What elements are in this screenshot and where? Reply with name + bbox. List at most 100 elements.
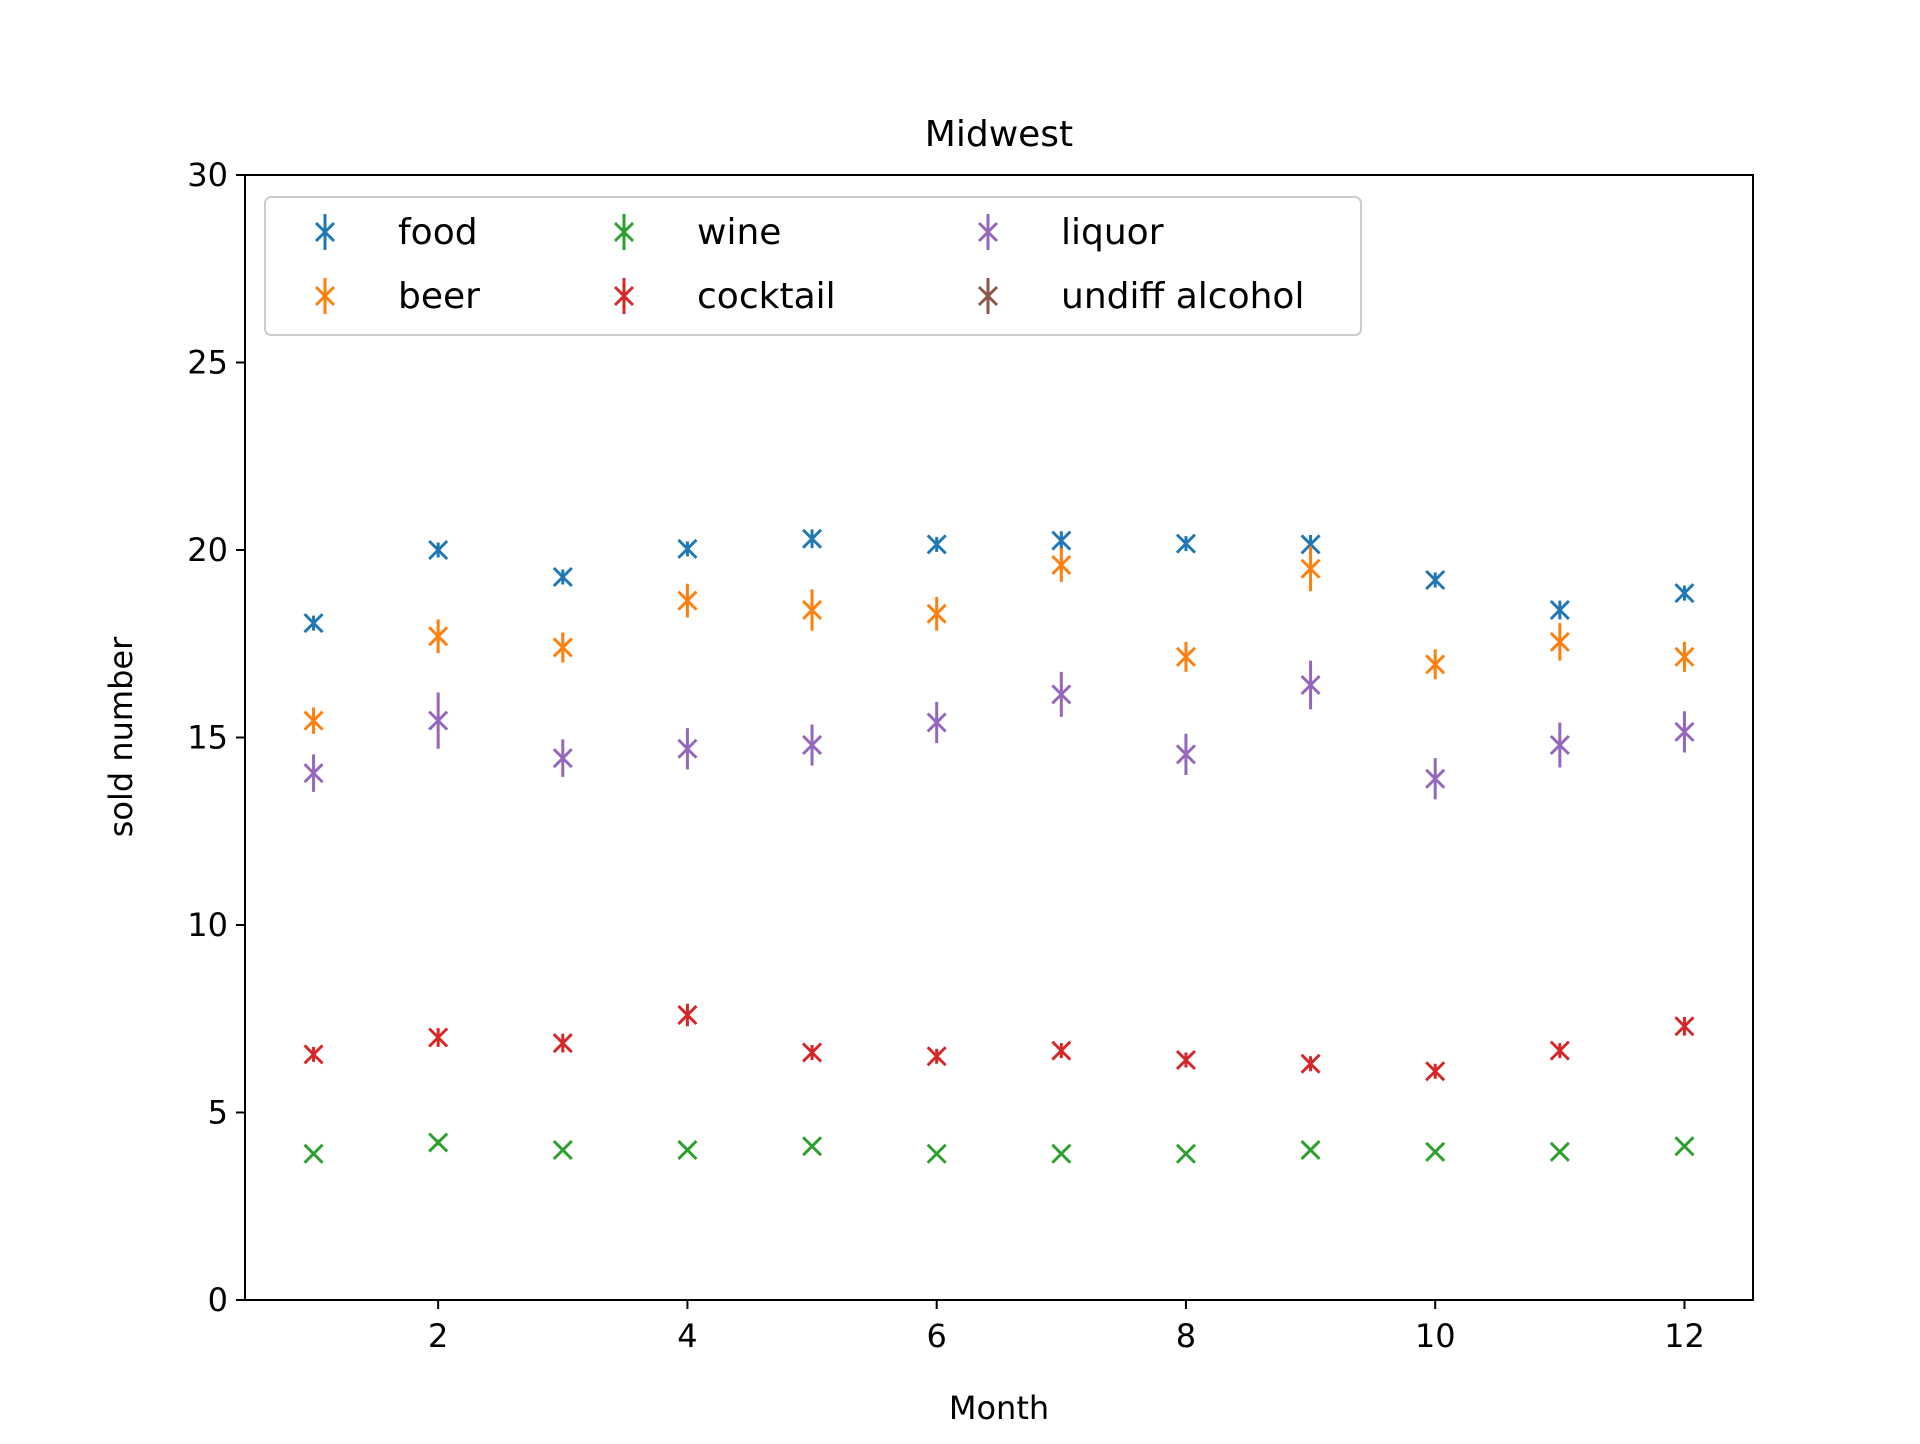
data-point-cocktail xyxy=(552,1033,573,1054)
y-tick-label: 30 xyxy=(187,156,228,194)
x-marker xyxy=(1549,1141,1570,1162)
x-marker xyxy=(552,1033,573,1054)
x-marker xyxy=(303,763,324,784)
x-axis-label: Month xyxy=(949,1389,1049,1427)
data-point-cocktail xyxy=(1549,1040,1570,1061)
x-marker xyxy=(428,1027,449,1048)
x-marker xyxy=(1425,1141,1446,1162)
x-marker xyxy=(314,221,336,243)
y-axis-label: sold number xyxy=(102,636,140,837)
x-marker xyxy=(1175,1143,1197,1164)
data-point-wine xyxy=(1051,1143,1072,1164)
data-point-cocktail xyxy=(303,1044,324,1065)
plot-area-frame xyxy=(244,174,1754,1301)
x-marker xyxy=(1300,1139,1321,1161)
data-point-cocktail xyxy=(1051,1040,1072,1061)
data-point-beer xyxy=(303,707,324,734)
x-tick-label: 10 xyxy=(1415,1317,1456,1355)
x-marker xyxy=(677,1139,698,1161)
x-marker xyxy=(1549,631,1570,652)
x-marker xyxy=(926,534,947,555)
data-point-cocktail xyxy=(1674,1016,1695,1037)
data-point-beer xyxy=(1425,649,1446,680)
data-point-beer xyxy=(1300,546,1321,592)
legend-swatch-food xyxy=(314,214,336,250)
data-point-wine xyxy=(1300,1139,1321,1161)
data-point-wine xyxy=(1549,1141,1570,1162)
data-point-beer xyxy=(1175,641,1197,672)
data-point-liquor xyxy=(677,728,698,770)
y-tick-label: 25 xyxy=(187,344,228,382)
data-point-wine xyxy=(801,1136,823,1157)
data-point-wine xyxy=(677,1139,698,1161)
x-marker xyxy=(801,1136,823,1157)
x-marker xyxy=(926,712,947,733)
x-tick-label: 8 xyxy=(1176,1317,1196,1355)
x-marker xyxy=(977,285,999,307)
x-marker xyxy=(677,590,698,611)
legend-box xyxy=(264,196,1362,336)
x-marker xyxy=(552,566,573,588)
data-point-liquor xyxy=(1300,660,1321,710)
x-tick-label: 2 xyxy=(428,1317,448,1355)
data-point-food xyxy=(1425,569,1446,591)
data-point-liquor xyxy=(1549,722,1570,768)
data-point-food xyxy=(926,534,947,555)
x-tick-label: 12 xyxy=(1664,1317,1705,1355)
data-point-cocktail xyxy=(801,1042,823,1063)
x-marker xyxy=(303,1044,324,1065)
x-marker xyxy=(1674,646,1695,667)
data-point-cocktail xyxy=(1175,1049,1197,1071)
data-point-food xyxy=(1051,530,1072,551)
x-marker xyxy=(1549,599,1570,621)
x-marker xyxy=(303,613,324,634)
series-wine xyxy=(303,1132,1695,1164)
x-marker xyxy=(314,285,336,307)
x-marker xyxy=(1175,533,1197,554)
x-marker xyxy=(1175,646,1197,667)
x-marker xyxy=(1549,734,1570,756)
x-marker xyxy=(552,1139,573,1161)
data-point-beer xyxy=(552,632,573,663)
data-point-beer xyxy=(1674,641,1695,672)
data-point-cocktail xyxy=(1425,1061,1446,1082)
x-marker xyxy=(1175,1049,1197,1071)
data-point-beer xyxy=(926,596,947,631)
data-point-food xyxy=(677,538,698,559)
legend-label-liquor: liquor xyxy=(1061,212,1164,253)
x-marker xyxy=(303,710,324,731)
chart-title: Midwest xyxy=(925,114,1073,155)
data-point-liquor xyxy=(1674,711,1695,753)
legend-swatch-beer xyxy=(314,278,336,314)
data-point-beer xyxy=(1549,623,1570,661)
x-marker xyxy=(552,748,573,769)
x-marker xyxy=(801,1042,823,1063)
x-marker xyxy=(1425,768,1446,789)
data-point-cocktail xyxy=(1300,1053,1321,1074)
data-point-beer xyxy=(428,619,449,654)
legend-label-wine: wine xyxy=(697,212,781,253)
data-point-food xyxy=(1175,533,1197,554)
data-point-liquor xyxy=(1425,758,1446,800)
x-marker xyxy=(1300,674,1321,696)
x-marker xyxy=(303,1143,324,1164)
legend-label-undiff-alcohol: undiff alcohol xyxy=(1061,276,1304,317)
data-point-liquor xyxy=(552,739,573,777)
data-point-beer xyxy=(801,589,823,631)
x-marker xyxy=(1175,744,1197,765)
data-point-food xyxy=(303,613,324,634)
data-point-beer xyxy=(1051,548,1072,582)
x-marker xyxy=(1300,1053,1321,1074)
legend-swatch-undiff-alcohol xyxy=(977,278,999,314)
data-point-liquor xyxy=(1175,733,1197,775)
x-marker xyxy=(977,221,999,243)
x-marker xyxy=(1300,558,1321,579)
legend-swatch-cocktail xyxy=(613,278,635,314)
data-point-cocktail xyxy=(428,1027,449,1048)
x-marker xyxy=(428,1132,449,1153)
x-marker xyxy=(801,734,823,756)
x-marker xyxy=(428,539,449,561)
data-point-food xyxy=(801,528,823,549)
x-marker xyxy=(1051,1143,1072,1164)
